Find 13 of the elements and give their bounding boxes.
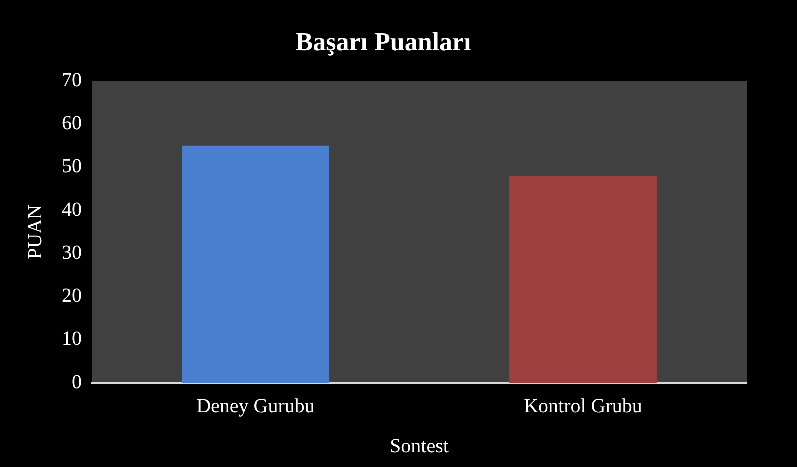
- y-axis-title: PUAN: [24, 204, 46, 260]
- y-tick-label: 20: [62, 285, 82, 308]
- x-axis-title: Sontest: [390, 435, 450, 458]
- y-tick-label: 40: [62, 198, 82, 221]
- x-tick-label: Deney Gurubu: [196, 395, 315, 418]
- chart-title: Başarı Puanları: [296, 27, 472, 56]
- y-tick-label: 30: [62, 242, 82, 264]
- y-tick-label: 50: [62, 156, 82, 178]
- y-tick-label: 60: [62, 112, 82, 135]
- y-tick-label: 0: [72, 371, 82, 394]
- y-tick-label: 70: [62, 69, 82, 92]
- x-tick-label: Kontrol Grubu: [524, 395, 642, 418]
- y-tick-label: 10: [62, 328, 82, 350]
